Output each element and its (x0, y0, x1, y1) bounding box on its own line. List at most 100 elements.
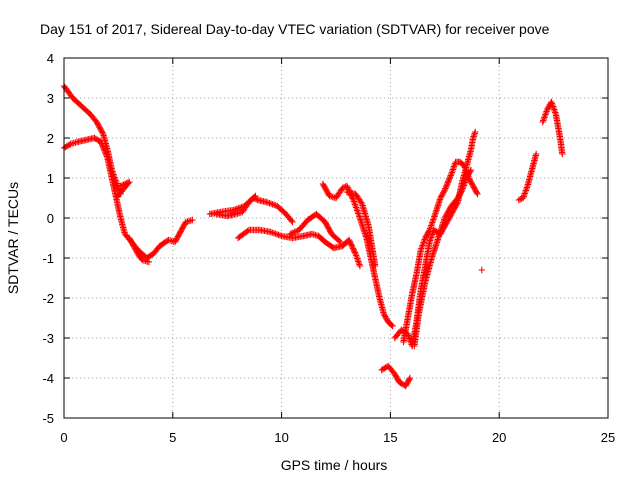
data-point (355, 210, 362, 217)
data-point (97, 138, 105, 146)
x-tick-label: 25 (601, 430, 615, 445)
data-point (428, 220, 435, 228)
y-tick-label: 1 (47, 171, 54, 186)
data-point (102, 150, 109, 157)
data-point (232, 206, 239, 213)
data-point (474, 190, 481, 198)
data-point (288, 230, 295, 237)
data-point (233, 205, 241, 213)
data-point (343, 182, 351, 190)
data-point (335, 237, 343, 245)
data-point (129, 240, 136, 248)
data-point (273, 231, 281, 238)
data-point (346, 238, 353, 245)
data-point (126, 236, 134, 243)
data-point (287, 230, 294, 238)
data-point (126, 178, 133, 186)
data-point (263, 198, 270, 206)
y-tick-label: -1 (42, 251, 54, 266)
x-axis-label: GPS time / hours (281, 457, 388, 473)
data-point (371, 262, 379, 270)
data-point (99, 129, 106, 136)
data-point (542, 109, 550, 117)
data-point (133, 247, 140, 255)
data-point (349, 245, 357, 252)
data-point (425, 228, 433, 235)
data-point (352, 202, 359, 210)
data-point (347, 239, 354, 246)
data-point (445, 176, 453, 184)
data-point (389, 322, 396, 330)
grid (64, 58, 608, 418)
data-point (269, 229, 276, 236)
data-point (130, 243, 138, 250)
data-point (406, 374, 414, 382)
y-tick-label: -3 (42, 331, 54, 346)
data-point (230, 206, 237, 214)
data-point (291, 228, 298, 236)
data-point (145, 258, 153, 266)
data-point (349, 243, 356, 251)
data-point (428, 232, 435, 240)
data-point (448, 169, 456, 176)
data-point (541, 114, 548, 121)
data-point (267, 228, 274, 236)
data-point (472, 128, 479, 136)
data-point (352, 250, 359, 258)
data-point (339, 184, 346, 192)
data-point (131, 244, 139, 252)
data-point (266, 199, 273, 207)
data-point (100, 144, 107, 152)
data-point (189, 216, 196, 224)
data-point (270, 229, 278, 237)
data-point (235, 205, 242, 212)
data-point (347, 241, 355, 248)
x-tick-label: 0 (60, 430, 67, 445)
data-point (103, 151, 110, 159)
data-point (532, 150, 540, 158)
data-point (473, 189, 480, 196)
data-point (351, 249, 359, 256)
data-point (353, 205, 360, 213)
data-point (552, 109, 559, 116)
data-point (289, 218, 296, 226)
data-point (121, 180, 129, 188)
data-point (441, 186, 448, 194)
data-point (559, 150, 566, 158)
data-point (426, 225, 434, 232)
data-point (118, 182, 126, 189)
data-point (443, 180, 451, 188)
data-point (446, 175, 453, 182)
data-point (446, 173, 454, 181)
y-tick-label: 0 (47, 211, 54, 226)
data-point (275, 231, 282, 239)
data-point (344, 184, 351, 191)
data-point (417, 246, 425, 254)
data-points (60, 82, 566, 390)
y-tick-label: 3 (47, 91, 54, 106)
data-point (66, 141, 73, 148)
data-point (130, 242, 137, 249)
data-point (348, 242, 355, 249)
data-point (276, 232, 284, 239)
data-point (252, 192, 259, 200)
y-tick-label: -4 (42, 371, 54, 386)
data-point (98, 140, 105, 147)
data-point (406, 376, 413, 383)
data-point (521, 191, 528, 199)
data-point (337, 238, 344, 246)
data-point (264, 199, 272, 206)
data-point (445, 178, 452, 185)
data-point (270, 201, 278, 209)
data-point (290, 229, 297, 236)
data-point (272, 230, 279, 237)
data-point (420, 239, 427, 246)
x-tick-label: 10 (274, 430, 288, 445)
data-point (466, 168, 474, 175)
data-point (356, 262, 364, 270)
data-point (350, 246, 357, 253)
data-point (426, 237, 434, 244)
data-point (244, 227, 251, 235)
data-point (124, 179, 132, 186)
data-point (345, 236, 353, 244)
